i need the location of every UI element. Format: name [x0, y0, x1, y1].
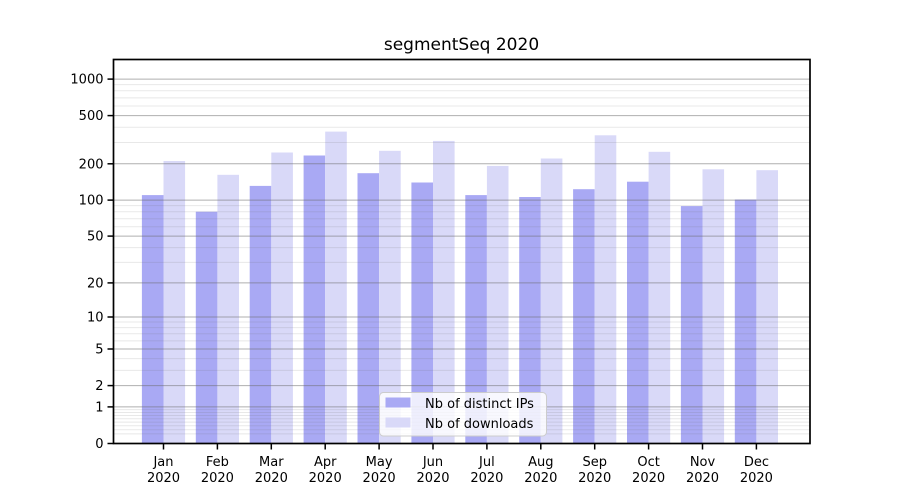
x-tick-label-apr: Apr: [314, 455, 337, 470]
bar-nb-of-downloads-aug: [540, 158, 563, 444]
y-tick-label-1: 1: [95, 400, 103, 415]
bar-nb-of-distinct-ips-aug: [519, 197, 541, 444]
bar-nb-of-distinct-ips-jun: [411, 182, 433, 444]
bar-nb-of-distinct-ips-nov: [680, 206, 703, 444]
bar-nb-of-downloads-feb: [217, 174, 239, 444]
y-tick-label-20: 20: [87, 276, 104, 291]
x-tick-label-jun: Jun: [422, 455, 443, 470]
bar-nb-of-downloads-mar: [271, 152, 293, 444]
bar-nb-of-downloads-dec: [756, 170, 778, 444]
bar-nb-of-distinct-ips-jan: [141, 195, 164, 444]
x-tick-label-may: May: [366, 455, 393, 470]
legend-swatch-distinct-ips: [385, 397, 411, 408]
x-tick-label-jan: Jan: [152, 455, 173, 470]
y-tick-label-50: 50: [87, 230, 104, 245]
y-tick-label-1000: 1000: [70, 73, 103, 88]
bar-nb-of-downloads-jun: [433, 140, 455, 444]
bar-nb-of-distinct-ips-apr: [303, 155, 326, 444]
x-tick-label-dec-year: 2020: [740, 471, 773, 486]
legend-frame: [379, 392, 547, 437]
y-tick-label-2: 2: [95, 379, 103, 394]
bar-nb-of-distinct-ips-mar: [249, 185, 272, 444]
bar-nb-of-distinct-ips-sep: [573, 189, 595, 444]
x-tick-label-feb: Feb: [206, 455, 229, 470]
y-tick-label-0: 0: [95, 437, 103, 452]
grid-layer: [113, 78, 810, 435]
x-tick-label-sep: Sep: [582, 455, 607, 470]
axes-layer: 01251020501002005001000Jan2020Feb2020Mar…: [70, 73, 773, 486]
x-tick-label-oct: Oct: [637, 455, 659, 470]
bar-nb-of-downloads-may: [379, 150, 401, 444]
bar-nb-of-distinct-ips-may: [357, 173, 380, 444]
x-tick-label-aug: Aug: [528, 455, 553, 470]
bar-nb-of-downloads-apr: [325, 131, 347, 444]
x-tick-label-jun-year: 2020: [416, 471, 449, 486]
y-tick-label-500: 500: [79, 109, 104, 124]
bar-nb-of-downloads-jul: [486, 165, 509, 444]
legend-label-distinct-ips: Nb of distinct IPs: [425, 397, 534, 412]
plot-border: [112, 58, 811, 445]
bar-nb-of-distinct-ips-dec: [734, 199, 757, 444]
x-tick-label-oct-year: 2020: [632, 471, 665, 486]
x-tick-label-may-year: 2020: [363, 471, 396, 486]
chart-title: segmentSeq 2020: [384, 35, 539, 55]
y-tick-label-200: 200: [79, 157, 104, 172]
legend-swatch-downloads: [385, 417, 411, 428]
x-tick-label-jan-year: 2020: [147, 471, 180, 486]
bar-nb-of-downloads-nov: [702, 169, 725, 444]
legend: Nb of distinct IPs Nb of downloads: [379, 392, 547, 437]
bars-layer: [141, 131, 778, 444]
x-tick-label-dec: Dec: [744, 455, 769, 470]
bar-nb-of-distinct-ips-jul: [465, 195, 487, 444]
y-tick-label-10: 10: [87, 311, 104, 326]
bar-nb-of-distinct-ips-oct: [627, 181, 649, 444]
x-tick-label-nov-year: 2020: [686, 471, 719, 486]
x-tick-label-sep-year: 2020: [578, 471, 611, 486]
bar-nb-of-downloads-sep: [594, 135, 617, 444]
bar-nb-of-downloads-oct: [648, 151, 671, 444]
y-tick-label-100: 100: [79, 194, 104, 209]
x-tick-label-jul: Jul: [478, 455, 495, 470]
x-tick-label-jul-year: 2020: [470, 471, 503, 486]
legend-label-downloads: Nb of downloads: [425, 417, 534, 432]
x-tick-label-feb-year: 2020: [201, 471, 234, 486]
bar-nb-of-downloads-jan: [163, 161, 186, 444]
x-tick-label-nov: Nov: [690, 455, 716, 470]
x-tick-label-mar-year: 2020: [255, 471, 288, 486]
x-tick-label-apr-year: 2020: [309, 471, 342, 486]
y-tick-label-5: 5: [95, 343, 103, 358]
x-tick-label-mar: Mar: [259, 455, 284, 470]
x-tick-label-aug-year: 2020: [524, 471, 557, 486]
